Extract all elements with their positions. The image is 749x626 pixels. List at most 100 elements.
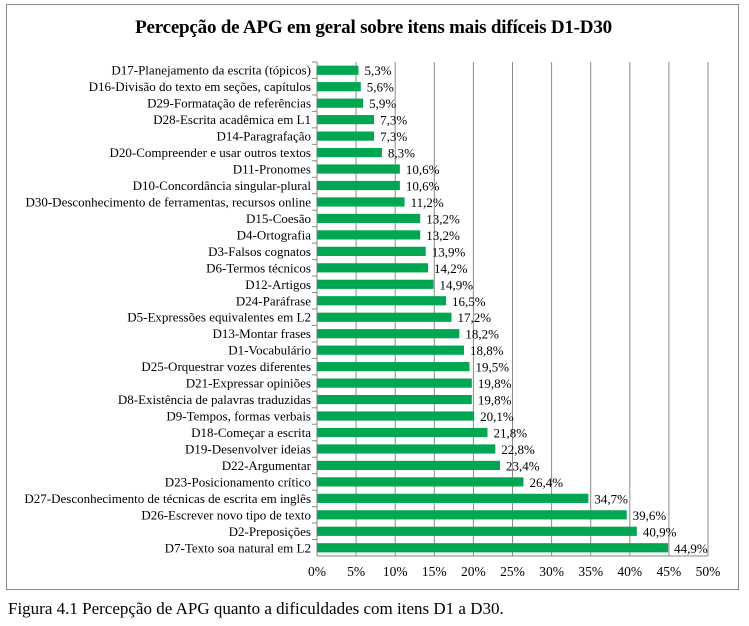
data-label: 34,7%: [594, 491, 628, 506]
bar: [317, 427, 488, 438]
category-label: D18-Começar a escrita: [191, 425, 311, 440]
bar: [317, 329, 460, 339]
data-label: 23,4%: [506, 458, 540, 473]
figure-caption: Figura 4.1 Percepção de APG quanto a dif…: [8, 599, 504, 618]
x-tick-label: 0%: [308, 564, 326, 579]
bar: [317, 444, 496, 454]
bar: [317, 411, 475, 421]
data-label: 13,9%: [432, 244, 466, 259]
bar: [317, 131, 375, 141]
category-label: D14-Paragrafação: [216, 129, 311, 144]
bar: [317, 543, 669, 553]
category-label: D4-Ortografia: [237, 227, 312, 242]
x-tick-label: 35%: [578, 564, 603, 579]
data-label: 7,3%: [380, 129, 407, 144]
bar: [317, 115, 375, 125]
category-label: D30-Desconhecimento de ferramentas, recu…: [25, 194, 311, 209]
bar: [317, 526, 637, 536]
bar: [317, 82, 361, 92]
data-label: 18,2%: [465, 327, 499, 342]
category-label: D23-Posicionamento crítico: [165, 474, 311, 489]
data-label: 19,5%: [475, 360, 509, 375]
x-tick-label: 50%: [696, 564, 721, 579]
x-tick-label: 15%: [422, 564, 447, 579]
bar: [317, 493, 589, 503]
data-label: 26,4%: [529, 475, 563, 490]
bar: [317, 197, 405, 207]
bar: [317, 378, 472, 388]
x-tick-label: 40%: [617, 564, 642, 579]
category-label: D24-Paráfrase: [236, 293, 311, 308]
data-label: 10,6%: [406, 162, 440, 177]
data-label: 44,9%: [674, 541, 708, 556]
bar: [317, 345, 465, 355]
category-label: D22-Argumentar: [222, 458, 312, 473]
bar: [317, 180, 400, 191]
data-label: 21,8%: [493, 426, 527, 441]
bar: [317, 296, 447, 306]
data-label: 22,8%: [501, 442, 535, 457]
data-label: 5,6%: [367, 80, 394, 95]
category-label: D13-Montar frases: [212, 326, 311, 341]
x-tick-label: 10%: [383, 564, 408, 579]
category-label: D16-Divisão do texto em seções, capítulo…: [89, 79, 311, 94]
bar: [317, 312, 452, 322]
x-tick-label: 25%: [500, 564, 525, 579]
category-label: D26-Escrever novo tipo de texto: [141, 507, 311, 522]
data-label: 13,2%: [426, 211, 460, 226]
category-label: D5-Expressões equivalentes em L2: [127, 310, 311, 325]
bar: [317, 263, 429, 273]
category-label: D28-Escrita acadêmica em L1: [153, 112, 311, 127]
category-label: D25-Orquestrar vozes diferentes: [141, 359, 311, 374]
bar: [317, 510, 627, 520]
x-tick-label: 30%: [539, 564, 564, 579]
x-tick-label: 20%: [461, 564, 486, 579]
bar: [317, 213, 421, 224]
data-label: 8,3%: [388, 146, 415, 161]
data-label: 10,6%: [406, 179, 440, 194]
bar: [317, 65, 359, 75]
bar: [317, 477, 524, 487]
category-label: D3-Falsos cognatos: [208, 244, 311, 259]
category-label: D1-Vocabulário: [228, 343, 311, 358]
data-label: 18,8%: [470, 343, 504, 358]
category-label: D29-Formatação de referências: [147, 96, 311, 111]
x-tick-label: 45%: [657, 564, 682, 579]
data-label: 14,2%: [434, 261, 468, 276]
bar: [317, 394, 472, 405]
category-label: D27-Desconhecimento de técnicas de escri…: [24, 491, 311, 506]
category-label: D10-Concordância singular-plural: [133, 178, 312, 193]
bar: [317, 98, 364, 108]
category-label: D6-Termos técnicos: [206, 260, 311, 275]
category-label: D9-Tempos, formas verbais: [166, 409, 311, 424]
bar: [317, 460, 500, 471]
data-label: 40,9%: [643, 524, 677, 539]
category-label: D7-Texto soa natural em L2: [165, 540, 311, 555]
category-label: D20-Compreender e usar outros textos: [110, 145, 311, 160]
bar: [317, 362, 470, 372]
category-label: D8-Existência de palavras traduzidas: [118, 392, 311, 407]
category-label: D17-Planejamento da escrita (tópicos): [111, 63, 311, 78]
data-label: 16,5%: [452, 294, 486, 309]
chart-title: Percepção de APG em geral sobre itens ma…: [135, 17, 612, 38]
category-label: D15-Coesão: [246, 211, 311, 226]
data-label: 39,6%: [633, 508, 667, 523]
category-label: D12-Artigos: [245, 277, 311, 292]
bar: [317, 147, 382, 158]
category-label: D21-Expressar opiniões: [186, 376, 311, 391]
data-label: 11,2%: [411, 195, 444, 210]
data-label: 19,8%: [478, 393, 512, 408]
bar: [317, 230, 421, 240]
category-label: D19-Desenvolver ideias: [185, 441, 311, 456]
bar: [317, 246, 426, 256]
bar: [317, 279, 434, 289]
data-label: 20,1%: [480, 409, 514, 424]
data-label: 19,8%: [478, 376, 512, 391]
data-label: 14,9%: [440, 277, 474, 292]
data-label: 5,3%: [364, 63, 391, 78]
x-tick-label: 5%: [347, 564, 365, 579]
data-label: 17,2%: [458, 310, 492, 325]
data-label: 13,2%: [426, 228, 460, 243]
data-label: 5,9%: [369, 96, 396, 111]
